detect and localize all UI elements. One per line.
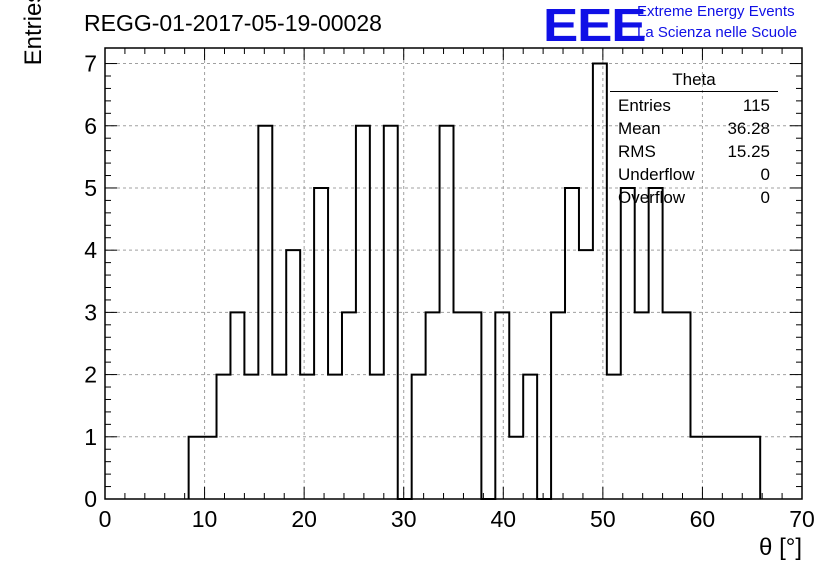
stats-row-underflow: Underflow 0 [610, 163, 778, 186]
stats-value: 115 [742, 96, 770, 115]
stats-row-rms: RMS 15.25 [610, 140, 778, 163]
stats-row-mean: Mean 36.28 [610, 117, 778, 140]
histogram-bin [426, 312, 440, 499]
stats-value: 0 [760, 188, 770, 207]
y-tick-label: 6 [84, 113, 97, 139]
stats-box: Theta Entries 115 Mean 36.28 RMS 15.25 U… [610, 70, 778, 209]
x-tick-label: 40 [490, 506, 516, 532]
histogram-bin [509, 437, 523, 499]
histogram-bin [551, 312, 565, 499]
y-axis-label: Entries/bin [20, 0, 47, 66]
y-tick-label: 5 [84, 175, 97, 201]
histogram-bin [495, 312, 509, 499]
stats-label: Overflow [618, 188, 686, 207]
x-tick-label: 60 [690, 506, 716, 532]
x-tick-label: 30 [391, 506, 417, 532]
run-title: REGG-01-2017-05-19-00028 [84, 10, 382, 36]
y-tick-label: 4 [84, 237, 97, 263]
stats-label: Underflow [618, 165, 695, 184]
brand-line-1: Extreme Energy Events [637, 3, 795, 20]
y-tick-label: 3 [84, 299, 97, 325]
histogram-bin [677, 312, 691, 499]
histogram-bin [230, 312, 244, 499]
y-tick-label: 2 [84, 362, 97, 388]
stats-label: Entries [618, 96, 671, 115]
stats-value: 36.28 [727, 119, 770, 138]
axis-ticks [104, 48, 803, 500]
stats-label: RMS [618, 142, 656, 161]
x-tick-label: 70 [789, 506, 815, 532]
stats-title: Theta [610, 70, 778, 92]
histogram-bin [593, 64, 607, 499]
x-tick-label: 0 [99, 506, 112, 532]
histogram-bin [649, 188, 663, 499]
histogram-bin [300, 375, 314, 499]
histogram-bin [663, 312, 677, 499]
y-tick-label: 7 [84, 51, 97, 77]
histogram-outline [187, 62, 762, 500]
histogram-bin [454, 312, 482, 499]
histogram-bin [690, 437, 760, 499]
histogram-bin [342, 312, 356, 499]
x-axis-label: θ [°] [759, 534, 802, 561]
plot-frame [104, 47, 803, 500]
y-tick-label: 1 [84, 424, 97, 450]
stats-value: 0 [760, 165, 770, 184]
x-tick-label: 20 [291, 506, 317, 532]
histogram-bin [258, 126, 272, 499]
stats-label: Mean [618, 119, 661, 138]
histogram-bin [565, 188, 579, 499]
histogram-bin [314, 188, 328, 499]
stats-row-overflow: Overflow 0 [610, 186, 778, 209]
histogram-bin [607, 375, 621, 499]
x-tick-label: 50 [590, 506, 616, 532]
x-tick-label: 10 [192, 506, 218, 532]
histogram-bin [635, 312, 649, 499]
eee-logo: EEE [543, 0, 647, 51]
histogram-bin [621, 188, 635, 499]
histogram-bin [189, 437, 217, 499]
y-tick-label: 0 [84, 486, 97, 512]
stats-value: 15.25 [727, 142, 770, 161]
tick-labels: 0 10 20 30 40 50 60 70 0 1 2 3 4 5 6 7 [84, 51, 815, 532]
histogram-bin [217, 375, 231, 499]
stats-row-entries: Entries 115 [610, 94, 778, 117]
brand-line-2: La Scienza nelle Scuole [637, 24, 798, 41]
histogram-bars [187, 62, 762, 500]
